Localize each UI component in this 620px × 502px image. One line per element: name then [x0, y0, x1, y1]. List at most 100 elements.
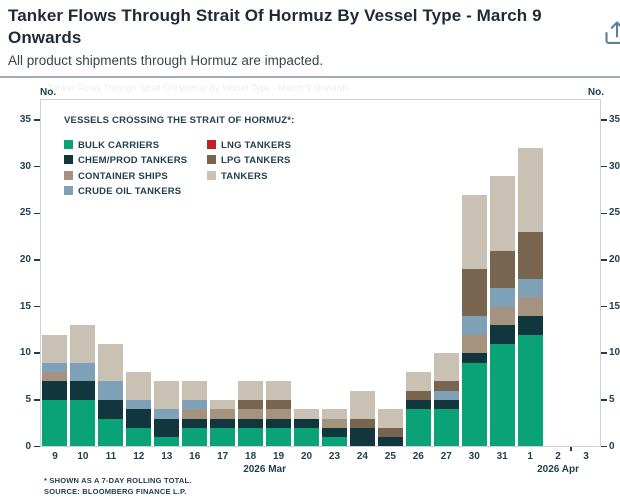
bar-27-tankers: [433, 353, 459, 382]
bar-17-bulk-carriers: [210, 427, 236, 447]
bar-9-chem-prod-tankers: [42, 381, 68, 400]
legend-label: CRUDE OIL TANKERS: [78, 185, 182, 197]
y-tick-label-right: 5: [609, 393, 615, 405]
bar-27-lpg-tankers: [433, 381, 459, 391]
y-tick-label-right: 25: [609, 207, 620, 219]
bar-1-lpg-tankers: [517, 231, 543, 279]
page-title: Tanker Flows Through Strait Of Hormuz By…: [8, 6, 542, 47]
y-tick-left: [34, 212, 40, 215]
bar-20-bulk-carriers: [294, 427, 320, 447]
bar-9-crude-oil-tankers: [42, 362, 68, 372]
bar-27-chem-prod-tankers: [433, 399, 459, 410]
x-tick-label: 27: [440, 451, 452, 462]
x-tick-label: 26: [412, 451, 424, 462]
bar-31-chem-prod-tankers: [489, 325, 515, 344]
y-tick-label-right: 0: [609, 440, 615, 452]
legend-swatch: [64, 140, 73, 149]
bar-19-tankers: [266, 381, 292, 400]
bar-30-tankers: [461, 194, 487, 270]
bar-24-tankers: [349, 390, 375, 419]
chart-legend: VESSELS CROSSING THE STRAIT OF HORMUZ*: …: [64, 115, 364, 200]
y-tick-label-left: 25: [19, 207, 31, 219]
bar-18-lpg-tankers: [238, 399, 264, 410]
x-tick-label: 25: [384, 451, 396, 462]
bar-30-bulk-carriers: [461, 362, 487, 447]
bar-31-tankers: [489, 175, 515, 251]
bar-31-container-ships: [489, 306, 515, 326]
bar-17-chem-prod-tankers: [210, 418, 236, 428]
legend-item-lng-tankers: LNG TANKERS: [207, 135, 291, 153]
y-tick-label-left: 5: [25, 393, 31, 405]
x-tick-label: 16: [189, 451, 201, 462]
bar-25-lpg-tankers: [377, 427, 403, 438]
chart-watermark-title: Tanker Flows Through Strait Of Hormuz By…: [48, 83, 350, 93]
bar-18-tankers: [238, 381, 264, 400]
x-tick-bottom: [570, 447, 572, 451]
bar-23-container-ships: [321, 418, 347, 428]
legend-label: CONTAINER SHIPS: [78, 170, 168, 182]
bar-12-crude-oil-tankers: [126, 399, 152, 410]
legend-swatch: [207, 155, 216, 165]
bar-25-chem-prod-tankers: [377, 437, 403, 447]
y-tick-label-right: 20: [609, 253, 620, 265]
bar-13-chem-prod-tankers: [154, 418, 180, 438]
x-tick-label: 3: [583, 451, 589, 462]
bar-19-lpg-tankers: [266, 399, 292, 410]
x-tick-label: 31: [496, 451, 508, 462]
x-tick-label: 19: [273, 451, 285, 462]
bar-18-chem-prod-tankers: [238, 418, 264, 428]
y-tick-left: [34, 399, 40, 401]
x-tick-label: 10: [77, 451, 89, 462]
y-tick-right: [601, 305, 607, 308]
bar-23-tankers: [321, 409, 347, 419]
legend-item-container-ships: CONTAINER SHIPS: [64, 166, 168, 184]
bar-13-bulk-carriers: [154, 437, 180, 447]
x-tick-label: 9: [52, 451, 58, 462]
bar-16-tankers: [182, 381, 208, 400]
bar-26-bulk-carriers: [405, 409, 431, 447]
legend-swatch: [64, 170, 73, 180]
y-tick-right: [601, 165, 607, 168]
legend-item-bulk-carriers: BULK CARRIERS: [64, 135, 159, 153]
x-tick-label: 12: [133, 451, 145, 462]
footnote-rolling-total: * SHOWN AS A 7-DAY ROLLING TOTAL.: [44, 476, 192, 485]
bar-11-bulk-carriers: [98, 418, 124, 447]
bar-10-chem-prod-tankers: [70, 381, 96, 400]
bar-12-chem-prod-tankers: [126, 409, 152, 428]
x-month-label: 2026 Apr: [537, 464, 579, 475]
y-tick-left: [34, 305, 40, 308]
y-tick-label-right: 15: [609, 300, 620, 312]
bar-12-bulk-carriers: [126, 427, 152, 447]
legend-label: LNG TANKERS: [221, 140, 292, 151]
bar-26-tankers: [405, 371, 431, 391]
share-export-icon[interactable]: [603, 20, 620, 51]
legend-swatch: [207, 140, 216, 149]
y-tick-label-left: 30: [19, 160, 31, 172]
bar-26-lpg-tankers: [405, 390, 431, 400]
x-tick-label: 11: [105, 451, 117, 462]
bar-30-chem-prod-tankers: [461, 353, 487, 363]
x-tick-label: 17: [217, 451, 229, 462]
bar-10-bulk-carriers: [70, 399, 96, 447]
y-tick-label-left: 10: [19, 347, 31, 359]
y-tick-label-left: 35: [19, 114, 31, 125]
bar-18-bulk-carriers: [238, 427, 264, 447]
x-tick-label: 13: [161, 451, 173, 462]
bar-10-tankers: [70, 325, 96, 363]
y-tick-label-left: 15: [19, 300, 31, 312]
bar-19-bulk-carriers: [266, 427, 292, 447]
bar-23-bulk-carriers: [321, 437, 347, 447]
legend-label: LPG TANKERS: [221, 155, 291, 167]
y-tick-right: [601, 212, 607, 215]
bar-13-crude-oil-tankers: [154, 409, 180, 419]
y-tick-right: [601, 259, 607, 261]
legend-item-lpg-tankers: LPG TANKERS: [207, 150, 291, 168]
bar-1-bulk-carriers: [517, 334, 543, 447]
y-tick-left: [34, 445, 40, 448]
bar-25-tankers: [377, 409, 403, 428]
footnote-source: SOURCE: BLOOMBERG FINANCE L.P.: [44, 487, 187, 496]
legend-swatch: [64, 155, 73, 165]
bar-16-bulk-carriers: [182, 427, 208, 447]
y-tick-right: [601, 445, 607, 448]
